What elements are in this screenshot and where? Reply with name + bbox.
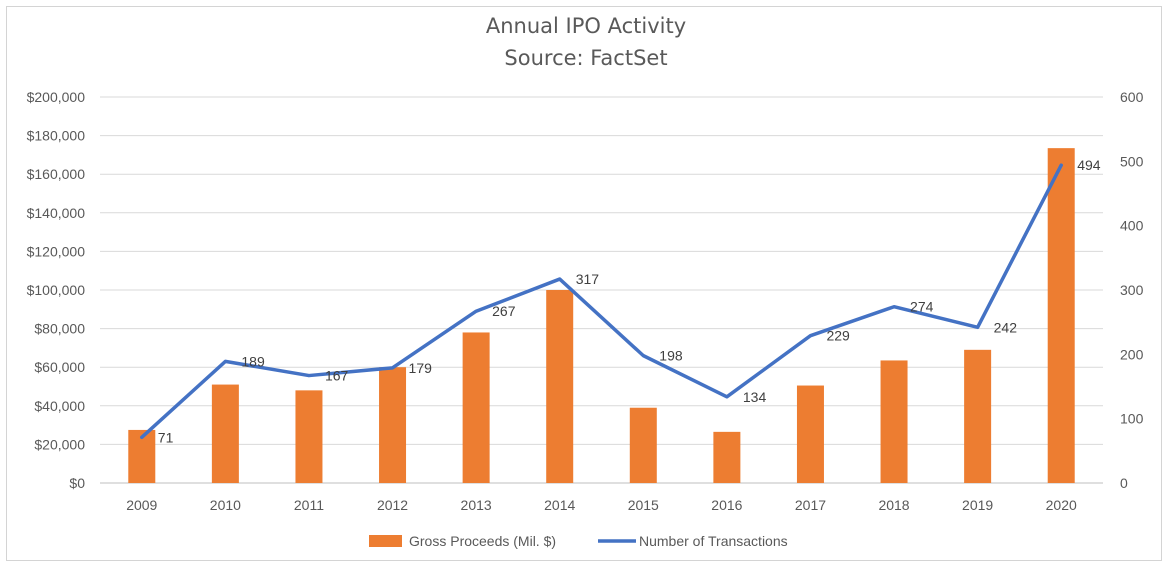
x-tick-label: 2020 [1046,497,1077,513]
data-label-transactions: 229 [826,328,850,344]
bar-gross-proceeds [379,367,407,483]
data-label-transactions: 167 [325,368,349,384]
y-right-tick-label: 100 [1120,411,1144,427]
bar-gross-proceeds [880,360,908,483]
x-tick-label: 2017 [795,497,826,513]
x-tick-label: 2013 [461,497,492,513]
data-label-transactions: 274 [910,299,934,315]
x-tick-label: 2011 [294,497,324,513]
data-label-transactions: 189 [241,353,265,369]
y-left-tick-label: $80,000 [34,321,85,337]
chart-subtitle: Source: FactSet [504,46,668,70]
x-tick-label: 2018 [878,497,909,513]
bar-gross-proceeds [295,390,323,483]
data-label-transactions: 317 [576,271,600,287]
legend-label-transactions: Number of Transactions [639,533,788,549]
x-tick-label: 2019 [962,497,993,513]
y-left-tick-label: $0 [69,475,85,491]
data-label-transactions: 198 [659,348,683,364]
y-left-tick-label: $40,000 [34,398,85,414]
bar-gross-proceeds [713,431,741,483]
data-label-transactions: 179 [409,360,433,376]
y-left-tick-label: $60,000 [34,359,85,375]
legend-label-gross-proceeds: Gross Proceeds (Mil. $) [409,533,556,549]
line-number-of-transactions [140,163,1063,440]
bar-gross-proceeds [964,349,992,483]
x-tick-label: 2009 [126,497,157,513]
x-tick-label: 2016 [711,497,742,513]
x-tick-label: 2015 [628,497,659,513]
chart-title: Annual IPO Activity [485,14,687,38]
y-left-tick-label: $200,000 [27,89,86,105]
data-label-transactions: 242 [994,319,1018,335]
y-left-tick-label: $140,000 [27,205,86,221]
y-left-tick-label: $20,000 [34,436,85,452]
y-left-tick-label: $160,000 [27,166,86,182]
legend-swatch-gross-proceeds [369,535,402,547]
x-tick-label: 2012 [377,497,408,513]
x-tick-label: 2014 [544,497,575,513]
y-left-tick-label: $180,000 [27,128,86,144]
y-right-tick-label: 400 [1120,218,1144,234]
bar-gross-proceeds [462,332,490,483]
y-right-tick-label: 600 [1120,89,1144,105]
y-left-tick-label: $120,000 [27,243,86,259]
y-right-tick-label: 0 [1120,475,1128,491]
bar-gross-proceeds [1047,148,1075,483]
data-label-transactions: 71 [158,429,174,445]
data-label-transactions: 494 [1077,157,1101,173]
bar-gross-proceeds [211,384,239,483]
data-label-transactions: 267 [492,303,516,319]
data-label-transactions: 134 [743,389,767,405]
bar-gross-proceeds [796,385,824,483]
x-tick-label: 2010 [210,497,241,513]
bar-gross-proceeds [546,290,574,483]
y-left-tick-label: $100,000 [27,282,86,298]
y-right-tick-label: 500 [1120,153,1144,169]
bar-gross-proceeds [629,407,657,483]
y-right-tick-label: 200 [1120,346,1144,362]
y-right-tick-label: 300 [1120,282,1144,298]
